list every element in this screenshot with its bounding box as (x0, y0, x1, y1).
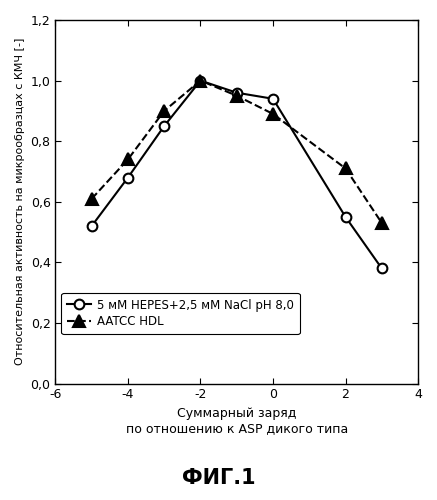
AATCC HDL (379, 220, 385, 226)
AATCC HDL (162, 108, 167, 114)
AATCC HDL (271, 111, 276, 117)
Legend: 5 мМ HEPES+2,5 мМ NaCl pH 8,0, AATCC HDL: 5 мМ HEPES+2,5 мМ NaCl pH 8,0, AATCC HDL (61, 292, 299, 334)
5 мМ HEPES+2,5 мМ NaCl pH 8,0 (162, 123, 167, 129)
Line: AATCC HDL: AATCC HDL (86, 75, 387, 229)
5 мМ HEPES+2,5 мМ NaCl pH 8,0 (379, 266, 385, 272)
5 мМ HEPES+2,5 мМ NaCl pH 8,0 (234, 90, 239, 96)
5 мМ HEPES+2,5 мМ NaCl pH 8,0 (125, 174, 131, 180)
AATCC HDL (125, 156, 131, 162)
5 мМ HEPES+2,5 мМ NaCl pH 8,0 (271, 96, 276, 102)
Y-axis label: Относительная активность на микрообразцах с КМЧ [-]: Относительная активность на микрообразца… (15, 38, 25, 366)
Line: 5 мМ HEPES+2,5 мМ NaCl pH 8,0: 5 мМ HEPES+2,5 мМ NaCl pH 8,0 (87, 76, 387, 274)
5 мМ HEPES+2,5 мМ NaCl pH 8,0 (89, 223, 94, 229)
AATCC HDL (89, 196, 94, 202)
X-axis label: Суммарный заряд
по отношению к ASP дикого типа: Суммарный заряд по отношению к ASP диког… (125, 407, 348, 435)
5 мМ HEPES+2,5 мМ NaCl pH 8,0 (343, 214, 348, 220)
Text: ФИГ.1: ФИГ.1 (182, 468, 255, 487)
AATCC HDL (343, 166, 348, 172)
AATCC HDL (234, 92, 239, 98)
AATCC HDL (198, 78, 203, 84)
5 мМ HEPES+2,5 мМ NaCl pH 8,0 (198, 78, 203, 84)
